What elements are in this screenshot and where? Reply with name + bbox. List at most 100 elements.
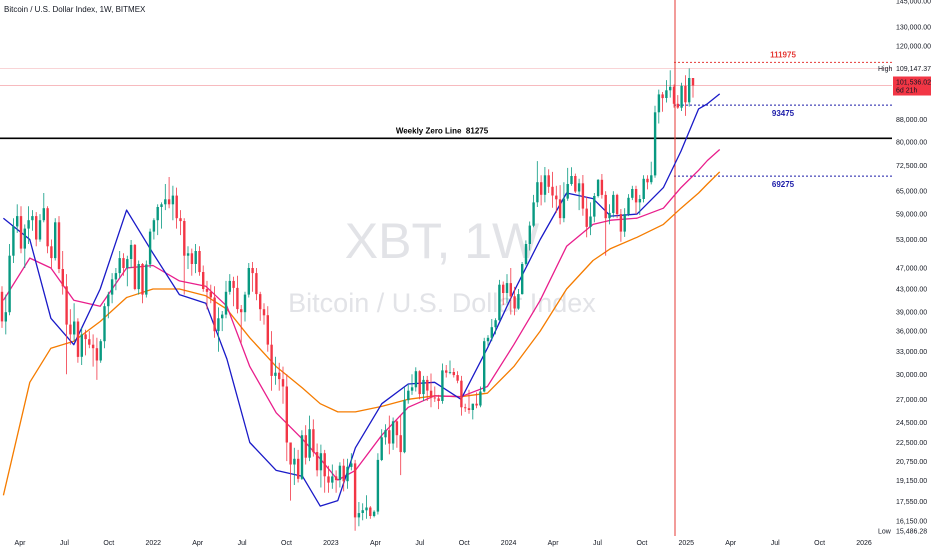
candle-body (342, 465, 345, 482)
candle-body (634, 189, 638, 203)
candle-body (54, 222, 57, 259)
last-price-tag (893, 76, 931, 96)
time-tick-label: Apr (15, 540, 27, 547)
candle-body (209, 291, 212, 298)
candle-body (448, 372, 452, 373)
candle-body (334, 476, 338, 481)
candle-body (278, 372, 281, 380)
candle-body (646, 178, 649, 183)
candle-body (486, 337, 490, 342)
candle-body (577, 183, 581, 192)
candle-body (186, 253, 190, 256)
candle-body (247, 268, 250, 295)
candle-body (467, 408, 471, 410)
candle-body (221, 314, 224, 319)
time-tick-label: Jul (60, 540, 69, 547)
candle-body (391, 421, 395, 444)
candle-body (160, 204, 163, 207)
level-label: Weekly Zero Line 81275 (396, 126, 489, 135)
candle-body (483, 341, 486, 392)
candle-body (471, 403, 474, 410)
candle-body (202, 272, 205, 289)
candle-body (228, 280, 231, 292)
candle-body (536, 182, 539, 203)
candle-body (255, 273, 258, 295)
time-tick-label: 2023 (323, 540, 339, 547)
candle-body (38, 220, 42, 240)
candle-body (171, 195, 175, 205)
candle-body (156, 207, 159, 221)
candle-body (596, 179, 600, 196)
candle-body (50, 246, 53, 259)
candle-body (581, 183, 585, 209)
candle-body (285, 386, 288, 443)
time-tick-label: Apr (548, 540, 560, 547)
candle-body (61, 269, 64, 287)
price-tick-label: 65,000.00 (896, 189, 927, 196)
candle-body (164, 199, 167, 205)
candle-body (167, 199, 171, 205)
candle-body (114, 273, 118, 280)
candle-body (107, 294, 110, 307)
countdown-label: 6d 21h (896, 88, 918, 95)
candle-body (194, 251, 197, 264)
candle-body (76, 321, 80, 357)
time-tick-label: Oct (281, 540, 292, 547)
candle-body (638, 199, 642, 203)
candle-body (338, 465, 342, 481)
candle-body (653, 112, 657, 176)
candle-body (16, 216, 19, 227)
candle-body (426, 379, 429, 391)
candle-body (190, 253, 194, 264)
candle-body (251, 268, 254, 274)
price-tick-label: 30,000.00 (896, 372, 927, 379)
watermark-name: Bitcoin / U.S. Dollar Index (288, 288, 596, 318)
candle-body (452, 372, 455, 376)
candle-body (570, 176, 573, 184)
time-tick-label: Apr (725, 540, 737, 547)
candle-body (327, 476, 330, 483)
price-tick-label: 145,000.00 (896, 0, 931, 6)
time-tick-label: Oct (459, 540, 470, 547)
candle-body (274, 372, 277, 376)
time-tick-label: 2024 (501, 540, 517, 547)
candle-body (376, 459, 380, 512)
horizontal-levels: 111975 93475 Weekly Zero Line 81275 69275 (0, 50, 892, 189)
price-tick-label: 53,000.00 (896, 237, 927, 244)
watermark: XBT, 1W Bitcoin / U.S. Dollar Index (288, 213, 596, 318)
candle-body (414, 371, 418, 388)
candle-body (259, 294, 262, 310)
price-axis: 145,000.00 130,000.00 120,000.00 88,000.00 8… (878, 0, 931, 535)
candle-body (619, 214, 623, 232)
candle-body (437, 398, 440, 401)
candle-body (350, 463, 353, 467)
candle-body (589, 216, 592, 227)
candle-body (27, 220, 30, 229)
candle-body (133, 244, 137, 289)
candle-body (562, 198, 566, 219)
candle-body (175, 195, 178, 219)
candle-body (384, 430, 387, 438)
price-tick-label: 59,000.00 (896, 212, 927, 219)
candle-body (57, 222, 61, 269)
candle-body (547, 175, 550, 187)
time-tick-label: Jul (238, 540, 247, 547)
candle-body (612, 194, 615, 213)
candle-body (236, 287, 239, 310)
candle-body (110, 279, 114, 295)
level-label: 69275 (772, 180, 795, 189)
candle-body (441, 370, 444, 401)
candle-body (672, 86, 676, 104)
price-tick-label: 72,500.00 (896, 163, 927, 170)
time-tick-label: Jul (415, 540, 424, 547)
candle-body (361, 510, 364, 513)
candle-body (357, 513, 361, 518)
candle-body (464, 407, 467, 409)
candle-body (380, 437, 383, 460)
candle-body (152, 220, 156, 232)
watermark-symbol: XBT, 1W (345, 213, 540, 269)
candle-body (615, 194, 619, 215)
candle-body (312, 429, 315, 453)
candle-body (99, 341, 102, 361)
candle-body (475, 403, 478, 406)
